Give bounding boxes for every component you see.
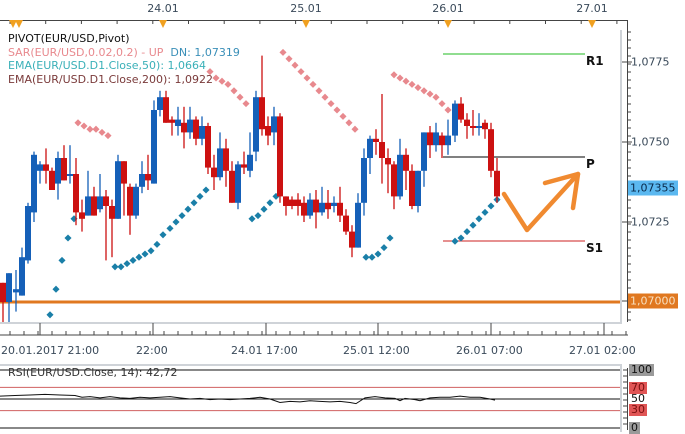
candlesticks xyxy=(0,55,500,324)
forecast-arrow-annotation xyxy=(501,171,581,233)
price-label-1-0750: 1,0750 xyxy=(631,135,670,149)
date-marker-icon xyxy=(15,20,23,28)
top-label-25-01: 25.01 xyxy=(290,2,322,15)
top-label-27-01: 27.01 xyxy=(576,2,608,15)
time-label-4: 26.01 07:00 xyxy=(456,344,523,357)
legend-ema50: EMA(EUR/USD.D1.Close,50): 1,0664 xyxy=(8,59,207,72)
time-label-1: 22:00 xyxy=(136,344,168,357)
plot-frame-bottom xyxy=(0,322,622,324)
top-axis-ticks xyxy=(9,20,618,28)
rsi-chart xyxy=(0,369,627,429)
pivot-label-p: P xyxy=(586,157,595,171)
price-label-1-0725: 1,0725 xyxy=(631,215,670,229)
date-marker-icon xyxy=(302,20,310,28)
pivot-label-s1: S1 xyxy=(586,241,603,255)
time-axis-ticks xyxy=(0,323,628,336)
legend-ema200: EMA(EUR/USD.D1.Close,200): 1,0922 xyxy=(8,72,214,86)
time-label-3: 25.01 12:00 xyxy=(343,344,410,357)
time-label-2: 24.01 17:00 xyxy=(231,344,298,357)
price-axis[interactable] xyxy=(622,28,685,324)
date-marker-icon xyxy=(588,20,596,28)
top-axis-line xyxy=(0,20,628,21)
current-price-badge: 1,07355 xyxy=(628,180,678,196)
support-line-1-07000 xyxy=(0,300,622,304)
rsi-title: RSI(EUR/USD.Close, 14): 42,72 xyxy=(8,366,178,379)
price-label-1-0775: 1,0775 xyxy=(631,55,670,69)
plot-frame-right xyxy=(620,30,622,324)
support-price-badge: 1,07000 xyxy=(628,293,678,309)
legend-sar: SAR(EUR/USD,0.02,0.2) - UP DN: 1,07319 xyxy=(8,46,240,60)
time-label-5: 27.01 02:00 xyxy=(569,344,636,357)
parabolic-sar-dots xyxy=(46,48,501,319)
rsi-level-30: 30 xyxy=(629,403,647,416)
rsi-level-50: 50 xyxy=(631,392,645,405)
rsi-level-100: 100 xyxy=(629,363,654,376)
price-axis-ticks xyxy=(622,31,632,321)
top-date-axis: 24.01 25.01 26.01 27.01 xyxy=(0,0,628,30)
rsi-panel[interactable] xyxy=(0,364,622,432)
price-chart[interactable] xyxy=(0,28,628,324)
date-marker-icon xyxy=(9,20,17,28)
top-label-24-01: 24.01 xyxy=(147,2,179,15)
time-label-0: 20.01.2017 21:00 xyxy=(1,344,100,357)
top-axis-right-edge xyxy=(627,20,628,30)
top-label-26-01: 26.01 xyxy=(432,2,464,15)
rsi-level-70: 70 xyxy=(629,381,647,394)
rsi-line xyxy=(0,393,496,405)
legend-pivot: PIVOT(EUR/USD,Pivot) xyxy=(8,32,130,45)
indicator-legend: PIVOT(EUR/USD,Pivot) SAR(EUR/USD,0.02,0.… xyxy=(8,32,240,86)
pivot-label-r1: R1 xyxy=(586,54,604,68)
rsi-axis-line xyxy=(627,368,628,430)
date-marker-icon xyxy=(444,20,452,28)
rsi-level-0: 0 xyxy=(629,421,640,434)
date-marker-icon xyxy=(159,20,167,28)
legend-sar-dn: DN: 1,07319 xyxy=(170,45,240,59)
legend-sar-label: SAR(EUR/USD,0.02,0.2) - UP xyxy=(8,45,164,59)
